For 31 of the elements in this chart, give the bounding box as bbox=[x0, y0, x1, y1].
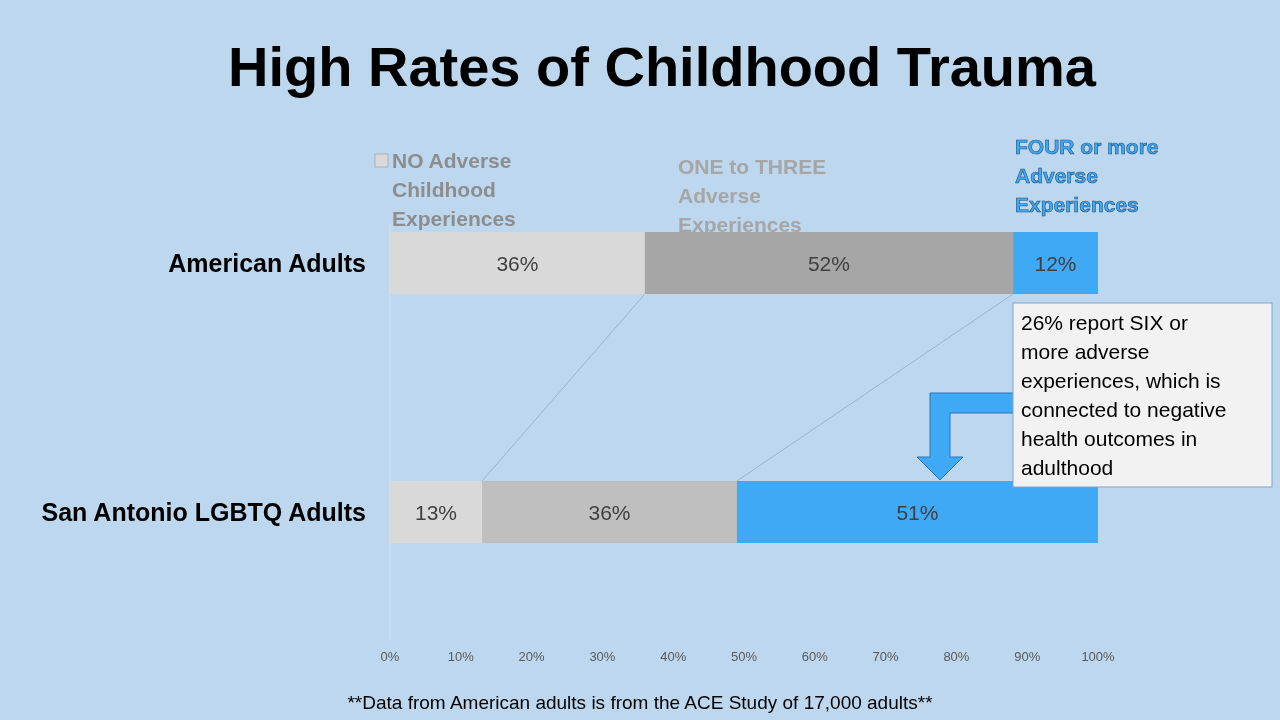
chart-title: High Rates of Childhood Trauma bbox=[227, 35, 1097, 98]
x-tick-label: 90% bbox=[1014, 649, 1041, 664]
x-tick-label: 0% bbox=[380, 649, 400, 664]
annotation: 26% report SIX or more adverse experiences, which is connected to negative health outcomes in adulthood bbox=[1021, 311, 1227, 479]
x-tick-label: 40% bbox=[660, 649, 687, 664]
legend-label: NO Adverse Childhood Experiences bbox=[392, 149, 516, 230]
x-tick-label: 50% bbox=[730, 649, 758, 664]
data-label: 52% bbox=[807, 252, 850, 275]
text: **Data from American adults is from the ACE Study of 17,000 adults** bbox=[347, 692, 934, 713]
data-label: 12% bbox=[1034, 252, 1077, 275]
x-tick-label: 10% bbox=[447, 649, 475, 664]
x-tick-label: 70% bbox=[872, 649, 900, 664]
bar bbox=[736, 481, 1098, 543]
bar bbox=[390, 232, 645, 294]
x-tick-label: 20% bbox=[518, 649, 546, 664]
x-tick-label: 60% bbox=[801, 649, 829, 664]
x-tick-label: 80% bbox=[943, 649, 970, 664]
x-tick-label: 30% bbox=[589, 649, 616, 664]
series-label: FOUR or more Adverse Experiences bbox=[1015, 135, 1159, 216]
data-label: 36% bbox=[496, 252, 539, 275]
data-label: 13% bbox=[415, 501, 458, 524]
bar bbox=[390, 481, 483, 543]
data-label: 36% bbox=[588, 501, 631, 524]
bar bbox=[1013, 232, 1098, 294]
data-label: 51% bbox=[896, 501, 939, 524]
y-tick-label: American Adults bbox=[168, 249, 366, 277]
series-label: ONE to THREE Adverse Experiences bbox=[678, 155, 827, 236]
bar bbox=[482, 481, 737, 543]
bar bbox=[644, 232, 1014, 294]
x-tick-label: 100% bbox=[1081, 649, 1116, 664]
y-tick-label: San Antonio LGBTQ Adults bbox=[41, 498, 366, 526]
